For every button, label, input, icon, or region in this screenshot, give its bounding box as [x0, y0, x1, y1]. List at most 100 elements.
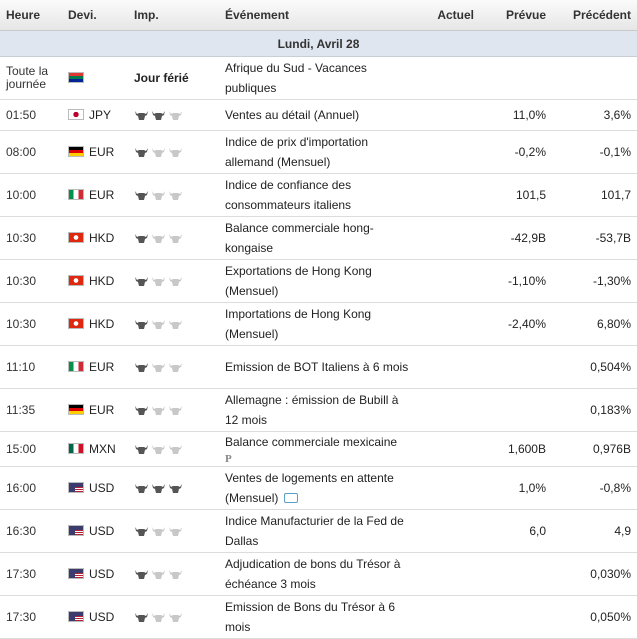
event-title[interactable]: Indice de confiance des consommateurs it… — [225, 178, 352, 212]
bull-off-icon — [168, 147, 183, 158]
event-title[interactable]: Balance commerciale mexicaine — [225, 435, 398, 449]
event-row[interactable]: 10:30 HKD Importations de Hong Kong (Men… — [0, 302, 637, 346]
event-name[interactable]: Indice de confiance des consommateurs it… — [219, 173, 415, 217]
event-title[interactable]: Indice de prix d'importation allemand (M… — [225, 135, 369, 169]
event-name[interactable]: Allemagne : émission de Bubill à 12 mois — [219, 388, 415, 432]
event-title[interactable]: Allemagne : émission de Bubill à 12 mois — [225, 393, 399, 427]
col-event[interactable]: Événement — [219, 0, 415, 31]
flag-de-icon — [68, 146, 84, 157]
event-title[interactable]: Indice Manufacturier de la Fed de Dallas — [225, 514, 404, 548]
currency-code: USD — [89, 481, 115, 495]
event-row[interactable]: 11:10 EUR Emission de BOT Italiens à 6 m… — [0, 345, 637, 389]
event-row[interactable]: 10:30 HKD Balance commerciale hong-konga… — [0, 216, 637, 260]
holiday-row[interactable]: Toute la journée Jour férié Afrique du S… — [0, 56, 637, 100]
impact-cell — [128, 216, 219, 260]
event-row[interactable]: 16:30 USD Indice Manufacturier de la Fed… — [0, 509, 637, 553]
event-row[interactable]: 10:00 EUR Indice de confiance des consom… — [0, 173, 637, 217]
event-name[interactable]: Balance commerciale mexicaine P — [219, 431, 415, 467]
time-cell: 16:30 — [0, 509, 62, 553]
event-title[interactable]: Adjudication de bons du Trésor à échéanc… — [225, 557, 401, 591]
impact-cell — [128, 99, 219, 131]
currency-cell: USD — [62, 509, 128, 553]
flag-hk-icon — [68, 232, 84, 243]
event-name[interactable]: Afrique du Sud - Vacances publiques — [219, 56, 415, 100]
currency-code: MXN — [89, 442, 116, 456]
currency-code: USD — [89, 524, 115, 538]
currency-code: USD — [89, 567, 115, 581]
actual-value — [415, 552, 480, 596]
bull-on-icon — [151, 110, 166, 121]
event-row[interactable]: 17:30 USD Adjudication de bons du Trésor… — [0, 552, 637, 596]
forecast-value — [480, 345, 552, 389]
event-row[interactable]: 15:00 MXN Balance commerciale mexicaine P… — [0, 431, 637, 467]
bull-off-icon — [151, 362, 166, 373]
bull-on-icon — [134, 110, 149, 121]
event-row[interactable]: 10:30 HKD Exportations de Hong Kong (Men… — [0, 259, 637, 303]
bull-off-icon — [168, 612, 183, 623]
event-title[interactable]: Emission de Bons du Trésor à 6 mois — [225, 600, 396, 634]
event-title[interactable]: Ventes au détail (Annuel) — [225, 108, 360, 122]
event-name[interactable]: Exportations de Hong Kong (Mensuel) — [219, 259, 415, 303]
bull-off-icon — [168, 233, 183, 244]
currency-code: HKD — [89, 231, 115, 245]
event-title[interactable]: Emission de BOT Italiens à 6 mois — [225, 360, 409, 374]
currency-cell: JPY — [62, 99, 128, 131]
event-row[interactable]: 11:35 EUR Allemagne : émission de Bubill… — [0, 388, 637, 432]
col-actual[interactable]: Actuel — [415, 0, 480, 31]
forecast-value: -2,40% — [480, 302, 552, 346]
event-name[interactable]: Importations de Hong Kong (Mensuel) — [219, 302, 415, 346]
event-name[interactable]: Ventes au détail (Annuel) — [219, 99, 415, 131]
previous-value: 4,9 — [552, 509, 637, 553]
flag-us-icon — [68, 525, 84, 536]
event-name[interactable]: Indice de prix d'importation allemand (M… — [219, 130, 415, 174]
bull-on-icon — [134, 319, 149, 330]
event-row[interactable]: 01:50 JPY Ventes au détail (Annuel) 11,0… — [0, 99, 637, 131]
currency-cell: USD — [62, 466, 128, 510]
previous-value: 101,7 — [552, 173, 637, 217]
col-time[interactable]: Heure — [0, 0, 62, 31]
currency-code: USD — [89, 610, 115, 624]
event-name[interactable]: Indice Manufacturier de la Fed de Dallas — [219, 509, 415, 553]
currency-code: HKD — [89, 274, 115, 288]
forecast-value: 6,0 — [480, 509, 552, 553]
event-title[interactable]: Ventes de logements en attente (Mensuel) — [225, 471, 394, 505]
currency-code: EUR — [89, 188, 115, 202]
currency-cell: EUR — [62, 173, 128, 217]
col-impact[interactable]: Imp. — [128, 0, 219, 31]
time-cell: 16:00 — [0, 466, 62, 510]
event-title[interactable]: Exportations de Hong Kong (Mensuel) — [225, 264, 372, 298]
col-forecast[interactable]: Prévue — [480, 0, 552, 31]
event-row[interactable]: 16:00 USD Ventes de logements en attente… — [0, 466, 637, 510]
col-previous[interactable]: Précédent — [552, 0, 637, 31]
bull-off-icon — [168, 569, 183, 580]
bull-on-icon — [134, 276, 149, 287]
event-name[interactable]: Balance commerciale hong-kongaise — [219, 216, 415, 260]
bull-on-icon — [168, 483, 183, 494]
event-name[interactable]: Ventes de logements en attente (Mensuel) — [219, 466, 415, 510]
impact-cell — [128, 509, 219, 553]
col-currency[interactable]: Devi. — [62, 0, 128, 31]
currency-cell: MXN — [62, 431, 128, 467]
event-name[interactable]: Emission de BOT Italiens à 6 mois — [219, 345, 415, 389]
previous-value: 0,183% — [552, 388, 637, 432]
event-name[interactable]: Adjudication de bons du Trésor à échéanc… — [219, 552, 415, 596]
flag-za-icon — [68, 72, 84, 83]
bull-off-icon — [151, 147, 166, 158]
flag-hk-icon — [68, 275, 84, 286]
time-cell: 01:50 — [0, 99, 62, 131]
holiday-label: Jour férié — [128, 56, 219, 100]
forecast-value: 1,600B — [480, 431, 552, 467]
speech-bubble-icon[interactable] — [284, 493, 299, 503]
event-row[interactable]: 08:00 EUR Indice de prix d'importation a… — [0, 130, 637, 174]
currency-cell: EUR — [62, 130, 128, 174]
event-title[interactable]: Balance commerciale hong-kongaise — [225, 221, 374, 255]
bull-on-icon — [134, 483, 149, 494]
currency-cell: EUR — [62, 345, 128, 389]
event-title[interactable]: Importations de Hong Kong (Mensuel) — [225, 307, 372, 341]
impact-cell — [128, 431, 219, 467]
forecast-value: 1,0% — [480, 466, 552, 510]
time-cell: 08:00 — [0, 130, 62, 174]
currency-code: EUR — [89, 403, 115, 417]
header-row: Heure Devi. Imp. Événement Actuel Prévue… — [0, 0, 637, 31]
